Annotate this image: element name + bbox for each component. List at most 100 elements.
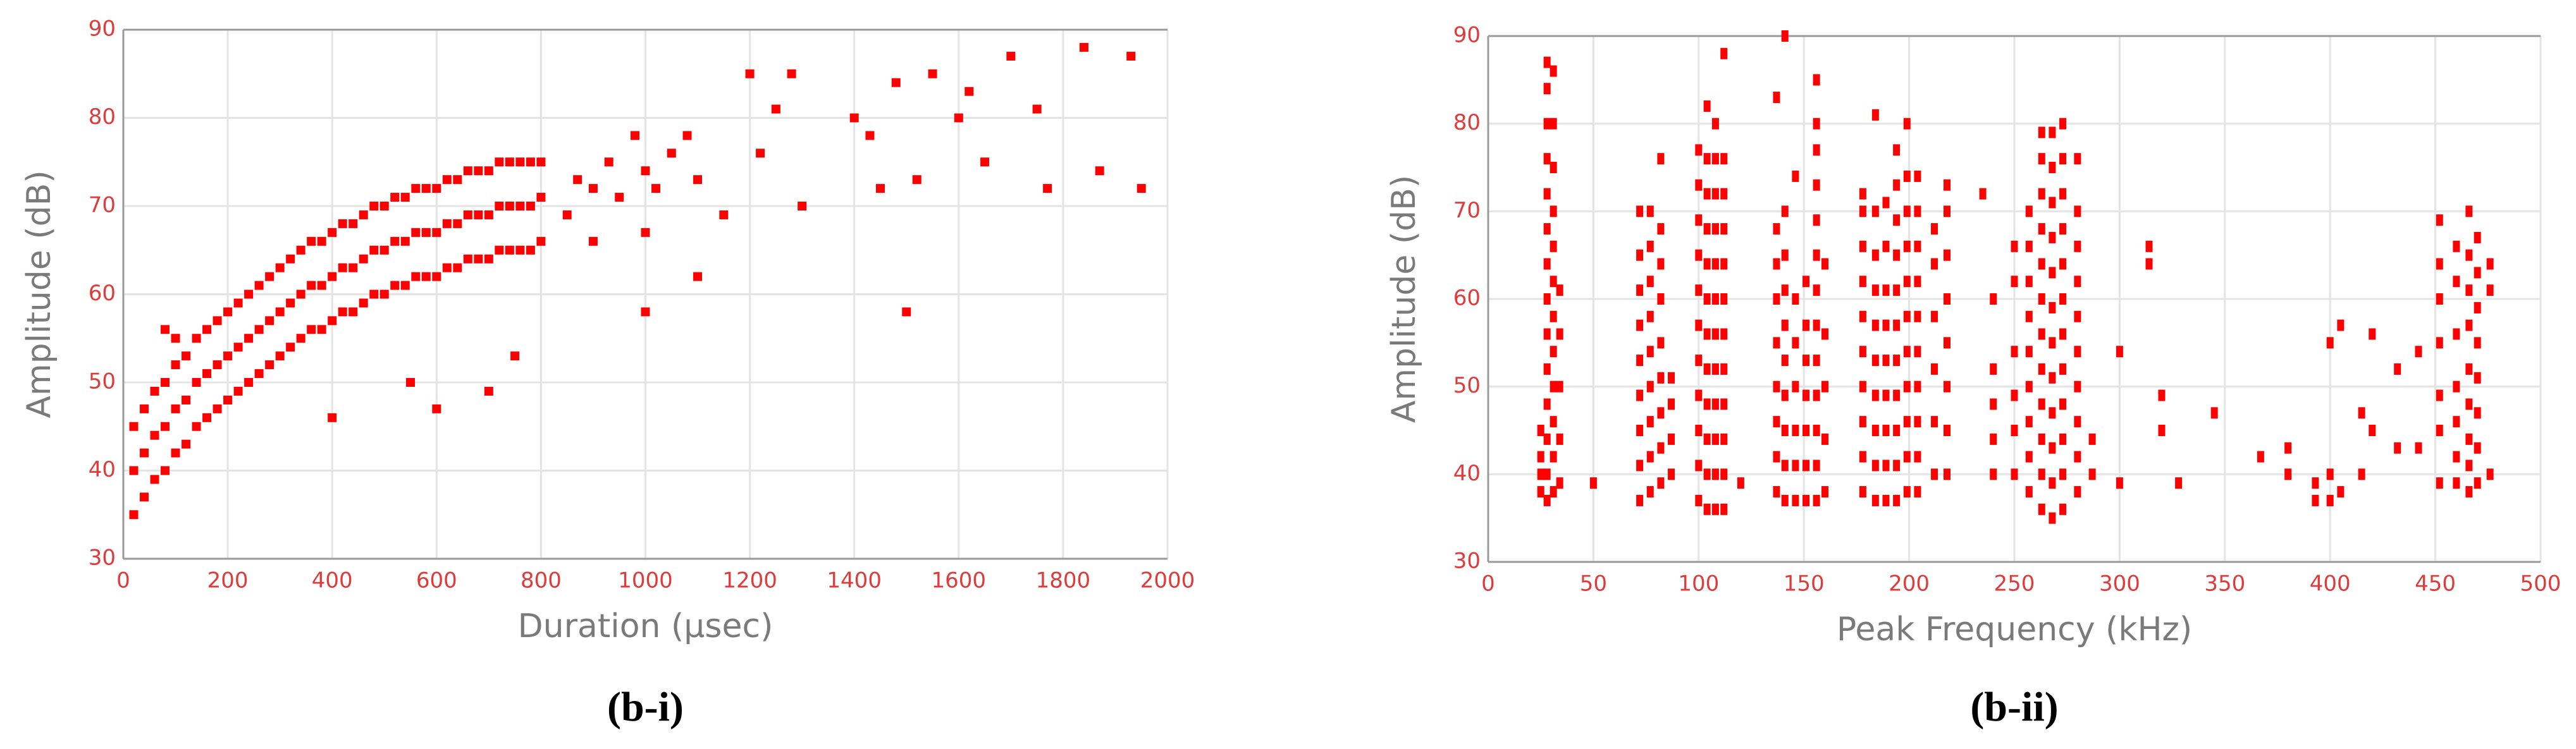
point [1773, 223, 1780, 235]
point [1537, 468, 1544, 480]
point [171, 404, 180, 413]
point [526, 202, 535, 210]
point [1792, 460, 1799, 472]
point [2038, 468, 2045, 480]
point [2358, 468, 2365, 480]
point [526, 157, 535, 167]
point [453, 263, 462, 272]
point [1711, 118, 1719, 130]
point [2312, 477, 2319, 489]
point [348, 263, 358, 272]
point [1931, 416, 1938, 428]
point [1882, 425, 1890, 436]
point [390, 236, 400, 246]
point [1859, 346, 1866, 358]
point [1550, 451, 1557, 463]
point [2284, 468, 2292, 480]
point [1903, 276, 1911, 288]
point [1543, 223, 1551, 235]
point [1813, 494, 1820, 506]
point [2465, 398, 2473, 410]
point [1773, 337, 1780, 349]
point [1893, 179, 1901, 191]
x-tick-label: 0 [1481, 571, 1495, 597]
point [2145, 240, 2153, 252]
point [2059, 468, 2067, 480]
point [265, 316, 274, 326]
point [1859, 205, 1866, 217]
point [1914, 381, 1921, 393]
point [1556, 328, 1563, 340]
x-tick-label: 800 [521, 568, 562, 594]
point [2025, 346, 2033, 358]
point [1550, 416, 1557, 428]
point [328, 316, 337, 326]
point [2436, 258, 2443, 270]
point [964, 87, 974, 96]
scatter-chart: 30 40 50 60 70 80 90 0 200 400 600 800 1000 1200 1400 1… [20, 16, 1195, 731]
point [432, 404, 441, 413]
point [1903, 170, 1911, 182]
point [1537, 425, 1544, 436]
point [1636, 319, 1644, 331]
point [1657, 372, 1665, 384]
point [1792, 381, 1799, 393]
point [2453, 328, 2460, 340]
x-axis-label: Duration (μsec) [518, 607, 773, 645]
point [1792, 337, 1799, 349]
point [2059, 153, 2067, 165]
y-tick-label: 60 [1453, 286, 1481, 311]
point [1711, 223, 1719, 235]
point [1550, 65, 1557, 77]
point [1813, 284, 1820, 296]
point [1695, 425, 1703, 436]
y-tick-label: 50 [1453, 373, 1481, 398]
point [1556, 284, 1563, 296]
point [2025, 486, 2033, 498]
point [1792, 425, 1799, 436]
point [2284, 442, 2292, 454]
point [2059, 503, 2067, 515]
point [1711, 398, 1719, 410]
point [2011, 240, 2018, 252]
point [1781, 355, 1789, 367]
point [2415, 346, 2422, 358]
point [1703, 503, 1711, 515]
x-tick-label: 400 [2310, 571, 2351, 597]
point [1903, 118, 1911, 130]
point [2074, 240, 2081, 252]
point [1931, 310, 1938, 322]
point [359, 210, 368, 219]
point [1720, 363, 1728, 375]
point [1543, 83, 1551, 95]
point [140, 448, 149, 458]
point [1646, 240, 1654, 252]
point [787, 69, 796, 78]
point [1871, 109, 1879, 121]
point [2038, 153, 2045, 165]
point [390, 193, 400, 202]
point [1543, 258, 1551, 270]
point [171, 360, 180, 370]
point [2025, 451, 2033, 463]
point [1543, 328, 1551, 340]
point [667, 149, 676, 158]
point [1668, 468, 1675, 480]
point [1695, 460, 1703, 472]
point [317, 325, 326, 334]
y-tick-label: 90 [89, 16, 116, 42]
point [1711, 468, 1719, 480]
point [771, 104, 780, 114]
point [1821, 258, 1828, 270]
point [1668, 372, 1675, 384]
point [719, 210, 729, 219]
point [1543, 468, 1551, 480]
point [359, 298, 368, 308]
point [2074, 416, 2081, 428]
point [1773, 258, 1780, 270]
point [1979, 188, 1987, 200]
point [1944, 468, 1951, 480]
point [1813, 319, 1820, 331]
point [2474, 301, 2481, 314]
point [2326, 337, 2334, 349]
